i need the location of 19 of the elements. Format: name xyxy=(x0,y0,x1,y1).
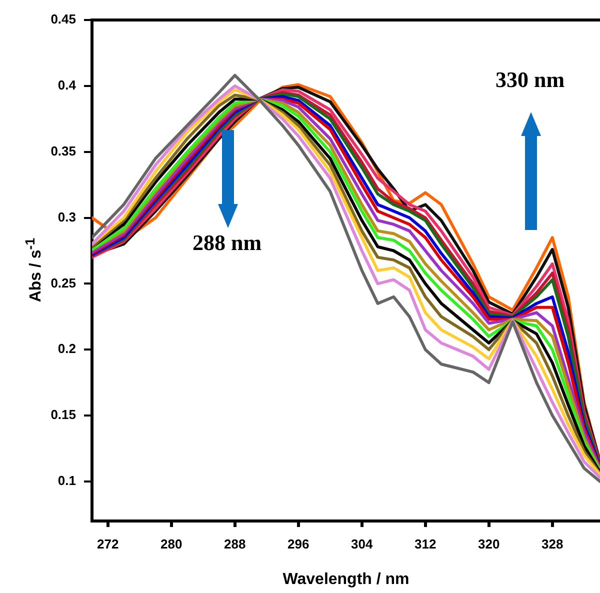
x-tick-label: 288 xyxy=(224,536,246,552)
x-tick-label: 304 xyxy=(351,536,374,552)
x-tick-label: 272 xyxy=(97,536,119,552)
y-tick-label: 0.35 xyxy=(50,143,76,158)
y-tick-label: 0.45 xyxy=(50,12,76,27)
y-tick-label: 0.1 xyxy=(58,473,76,488)
y-tick-label: 0.3 xyxy=(58,209,76,224)
x-tick-label: 328 xyxy=(542,536,564,552)
annotation: 330 nm xyxy=(495,67,565,93)
x-tick-label: 312 xyxy=(414,536,436,552)
x-tick-label: 280 xyxy=(160,536,182,552)
x-tick-label: 320 xyxy=(478,536,500,552)
y-tick-label: 0.25 xyxy=(50,275,76,290)
y-tick-label: 0.15 xyxy=(50,407,76,422)
x-axis-title: Wavelength / nm xyxy=(282,570,410,588)
annotation: 288 nm xyxy=(192,230,262,256)
y-tick-label: 0.2 xyxy=(58,341,76,356)
x-tick-label: 296 xyxy=(288,536,310,552)
y-tick-label: 0.4 xyxy=(58,78,77,92)
